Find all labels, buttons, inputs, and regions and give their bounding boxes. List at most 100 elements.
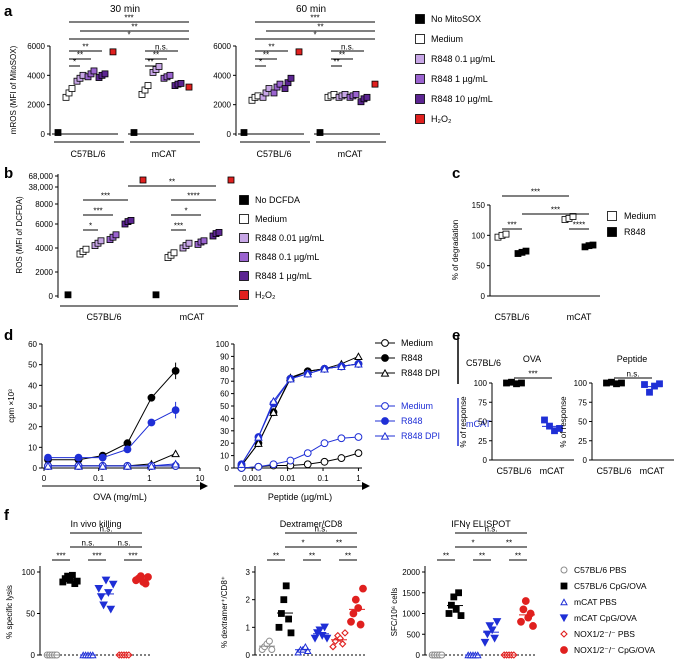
f-bracket-0-significance: ** <box>273 552 279 561</box>
legend-a-swatch-5 <box>415 114 425 124</box>
data-point-5 <box>295 48 303 56</box>
data-point-1 <box>646 388 653 396</box>
d-ova-series-line-1 <box>48 370 176 461</box>
data-point-5 <box>380 431 390 440</box>
data-point-5 <box>109 48 117 56</box>
data-point-0 <box>560 566 568 574</box>
legend-f-label-4: NOX1/2⁻/⁻ PBS <box>574 629 635 639</box>
data-point-1 <box>641 381 648 388</box>
data-point-4 <box>281 85 289 92</box>
data-point-2 <box>265 85 273 92</box>
a-bracket-3-significance: * <box>313 31 316 40</box>
f-yaxis-tick-label: 1500 <box>402 589 420 598</box>
d-pep-yaxis-tick-label: 40 <box>220 414 229 423</box>
d-pep-yaxis-tick-label: 0 <box>225 464 230 473</box>
data-point-0 <box>303 460 312 469</box>
a-ylabel: mROS (MFI of MitoSOX) <box>9 45 18 134</box>
data-point-0 <box>54 129 62 136</box>
f-bracket-4-significance: n.s. <box>118 539 131 548</box>
data-point-5 <box>123 461 132 470</box>
e-group-label: C57BL/6 <box>596 466 631 476</box>
data-point-3 <box>90 67 98 75</box>
d-pep-xtick-label: 0.1 <box>317 474 329 483</box>
legend-d-c57-label-2: R848 DPI <box>401 368 440 378</box>
legend-a-swatch-3 <box>415 74 425 84</box>
c-bracket-1-significance: *** <box>551 206 560 215</box>
a-bracket-7-significance: ** <box>153 51 159 60</box>
data-point-5 <box>171 459 180 468</box>
e-yaxis-tick-label: 0 <box>483 456 488 465</box>
f-bracket-1-significance: n.s. <box>82 539 95 548</box>
legend-b-label-3: R848 0.1 µg/mL <box>255 252 319 262</box>
d-ova-yaxis-tick-label: 0 <box>33 464 38 473</box>
panel-label-a: a <box>4 3 13 20</box>
legend-d-mcat-label-2: R848 DPI <box>401 431 440 441</box>
data-point-5 <box>227 176 235 184</box>
a-bracket-2-significance: ** <box>268 43 274 52</box>
data-point-0 <box>381 339 389 347</box>
data-point-1 <box>280 596 288 604</box>
f-bracket-5-significance: n.s. <box>315 525 328 534</box>
b-yaxis-tick-label: 38,000 <box>29 183 54 192</box>
f-title: Dextramer/CD8 <box>280 519 343 529</box>
data-point-4 <box>338 640 347 648</box>
a-bracket-7-significance: ** <box>339 51 345 60</box>
data-point-5 <box>185 83 193 91</box>
data-point-0 <box>268 645 276 653</box>
data-point-1 <box>144 82 152 89</box>
data-point-2 <box>354 352 363 361</box>
data-point-3 <box>480 638 490 647</box>
legend-a-label-5: H₂O₂ <box>431 114 452 124</box>
f-yaxis-tick-label: 0 <box>31 651 36 660</box>
data-point-1 <box>457 612 465 619</box>
legend-a-swatch-1 <box>415 34 425 44</box>
data-point-5 <box>560 646 568 654</box>
data-point-5 <box>43 461 53 470</box>
legend-c-swatch-1 <box>607 227 617 237</box>
c-yaxis-tick-label: 0 <box>481 292 486 301</box>
b-yaxis-tick-label: 6000 <box>35 220 53 229</box>
legend-c-label-0: Medium <box>624 211 656 221</box>
e-title: OVA <box>523 354 541 364</box>
data-point-4 <box>215 228 223 236</box>
f-title: In vivo killing <box>70 519 121 529</box>
legend-a-swatch-4 <box>415 94 425 104</box>
data-point-1 <box>522 247 530 255</box>
a-bracket-0-significance: * <box>259 58 262 67</box>
c-bracket-0-significance: *** <box>507 221 516 230</box>
data-point-4 <box>74 453 83 462</box>
d-pep-xtick-label: 0.01 <box>280 474 296 483</box>
a-yaxis-tick-label: 6000 <box>27 42 45 51</box>
d-pep-yaxis-tick-label: 10 <box>220 452 229 461</box>
legend-b-label-5: H₂O₂ <box>255 290 276 300</box>
a-bracket-8-significance: n.s. <box>155 43 168 52</box>
data-point-5 <box>526 609 535 618</box>
e-yaxis-tick-label: 0 <box>583 456 588 465</box>
a-bracket-5-significance: *** <box>124 14 133 23</box>
d-pep-yaxis-tick-label: 30 <box>220 427 229 436</box>
data-point-0 <box>130 129 138 136</box>
d-ova-yaxis-tick-label: 10 <box>28 443 37 452</box>
e-ylabel: % of response <box>559 396 568 448</box>
b-bracket-0-significance: * <box>89 222 92 231</box>
e-yaxis-tick-label: 75 <box>478 398 487 407</box>
e-yaxis-tick-label: 100 <box>574 379 588 388</box>
data-point-3 <box>352 91 360 98</box>
data-point-3 <box>559 614 569 623</box>
data-point-4 <box>177 80 185 87</box>
data-point-3 <box>96 593 106 602</box>
data-point-4 <box>341 629 349 637</box>
d-ova-series-line-5 <box>48 463 176 467</box>
b-ylabel: ROS (MFI of DCFDA) <box>15 196 24 274</box>
data-point-4 <box>329 642 337 651</box>
f-bracket-0-significance: ** <box>443 552 449 561</box>
data-point-3 <box>322 634 332 643</box>
data-point-3 <box>485 622 495 631</box>
data-point-3 <box>320 439 329 448</box>
data-point-4 <box>98 453 107 462</box>
legend-a-label-1: Medium <box>431 34 463 44</box>
a-bracket-2-significance: ** <box>82 43 88 52</box>
data-point-3 <box>270 89 278 97</box>
data-point-3 <box>106 605 116 614</box>
data-point-1 <box>285 615 293 623</box>
